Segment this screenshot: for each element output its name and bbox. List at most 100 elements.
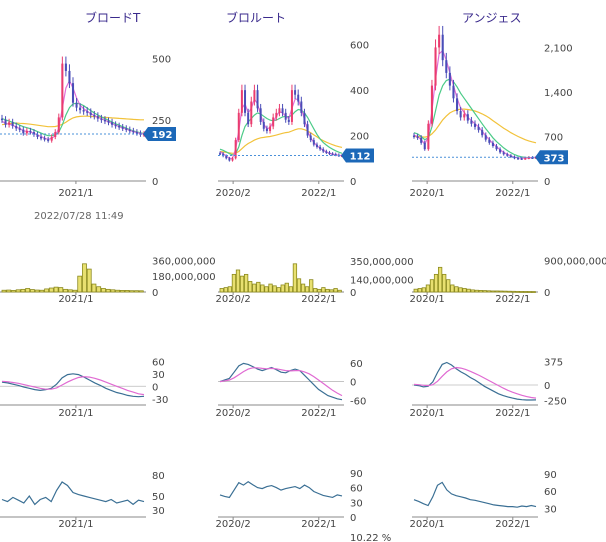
ma-mid-line (413, 78, 537, 159)
volume-bar (124, 290, 130, 293)
volume-bar (458, 287, 463, 293)
candle-body (300, 101, 303, 113)
y-tick-label: 0 (350, 378, 356, 389)
volume-bar (231, 273, 237, 293)
ma-short-line (219, 97, 343, 159)
candle-body (438, 34, 441, 48)
volume-bar (490, 290, 496, 293)
signal-line (1, 376, 145, 396)
candle-body (287, 119, 290, 122)
candle-body (506, 154, 509, 156)
volume-bar (482, 290, 487, 293)
x-tick-label: 2022/1 (301, 408, 336, 419)
volume-bar (138, 290, 144, 293)
candle-body (259, 108, 262, 122)
x-tick-label: 2020/2 (216, 294, 251, 305)
rsi-line (1, 481, 145, 506)
ma-long-line (219, 128, 343, 154)
y-tick-label: 0 (544, 381, 550, 392)
y-tick-label: 180,000,000 (152, 272, 216, 283)
candle-body (244, 90, 247, 113)
volume-bar (284, 282, 289, 293)
volume-bar (446, 279, 451, 293)
volume-bar (523, 291, 528, 293)
x-tick-label: 2020/2 (216, 408, 251, 419)
candle-body (272, 117, 275, 127)
volume-bar (498, 290, 504, 293)
volume-bar (72, 289, 78, 293)
candle-body (322, 149, 325, 152)
candle-body (111, 122, 114, 125)
last-price-badge (143, 127, 176, 142)
y-tick-label: 0 (350, 513, 356, 524)
volume-bar (1, 289, 7, 293)
y-tick-label: 30 (544, 504, 557, 515)
candle-body (495, 146, 498, 150)
candle-body (278, 108, 281, 113)
ma-long-line (414, 108, 537, 144)
x-tick-label: 2021/1 (58, 188, 93, 199)
x-tick-label: 2022/1 (301, 188, 336, 199)
y-tick-label: 360,000,000 (152, 256, 216, 267)
candle-body (463, 114, 466, 118)
candle-body (520, 158, 523, 160)
y-tick-label: -60 (350, 396, 366, 407)
candle-body (71, 83, 75, 103)
candle-body (225, 156, 228, 159)
candle-body (47, 139, 50, 141)
candle-body (312, 140, 315, 145)
candle-body (448, 72, 451, 86)
volume-bar (321, 287, 326, 293)
candle-body (82, 110, 85, 112)
volume-bar (329, 289, 334, 293)
ma-mid-line (219, 108, 343, 156)
volume-bar (260, 284, 265, 293)
volume-bar (105, 288, 111, 293)
y-tick-label: 0 (544, 288, 550, 299)
y-tick-label: 500 (152, 55, 171, 66)
y-tick-label: 60 (152, 357, 165, 368)
y-tick-label: 0 (152, 177, 158, 188)
candle-body (132, 130, 135, 133)
macd-line (413, 361, 537, 401)
candle-body (247, 112, 250, 125)
candle-body (15, 125, 18, 129)
candle-body (452, 85, 455, 99)
volume-bar (296, 278, 302, 293)
volume-bar (437, 266, 443, 293)
candle-body (423, 142, 426, 150)
volume-bar (337, 289, 342, 293)
candle-body (40, 136, 43, 139)
candle-body (64, 63, 67, 71)
candle-body (114, 124, 117, 127)
candle-body (473, 123, 477, 127)
candle-body (75, 102, 78, 108)
volume-bar (304, 286, 310, 293)
volume-bar (462, 288, 467, 293)
candle-body (524, 158, 527, 160)
candle-body (434, 47, 437, 86)
candle-body (331, 153, 334, 156)
volume-bar (470, 289, 475, 293)
candle-body (306, 124, 309, 136)
candle-body (93, 114, 96, 117)
volume-bar (48, 287, 54, 293)
candle-body (441, 34, 444, 61)
rsi-line (413, 481, 537, 508)
volume-bar (450, 284, 455, 293)
volume-bar (433, 273, 439, 293)
candle-body (57, 117, 60, 133)
candle-body (430, 85, 433, 124)
volume-bar (325, 288, 330, 293)
volume-bar (503, 290, 508, 293)
candle-body (253, 90, 256, 102)
volume-bar (256, 281, 261, 293)
volume-bar (313, 288, 318, 293)
volume-bar (223, 287, 228, 293)
candle-body (43, 138, 46, 140)
volume-bar (478, 290, 483, 293)
y-tick-label: 60 (350, 359, 363, 370)
y-tick-label: 350,000,000 (350, 257, 414, 268)
x-tick-label: 2022/1 (495, 519, 530, 530)
